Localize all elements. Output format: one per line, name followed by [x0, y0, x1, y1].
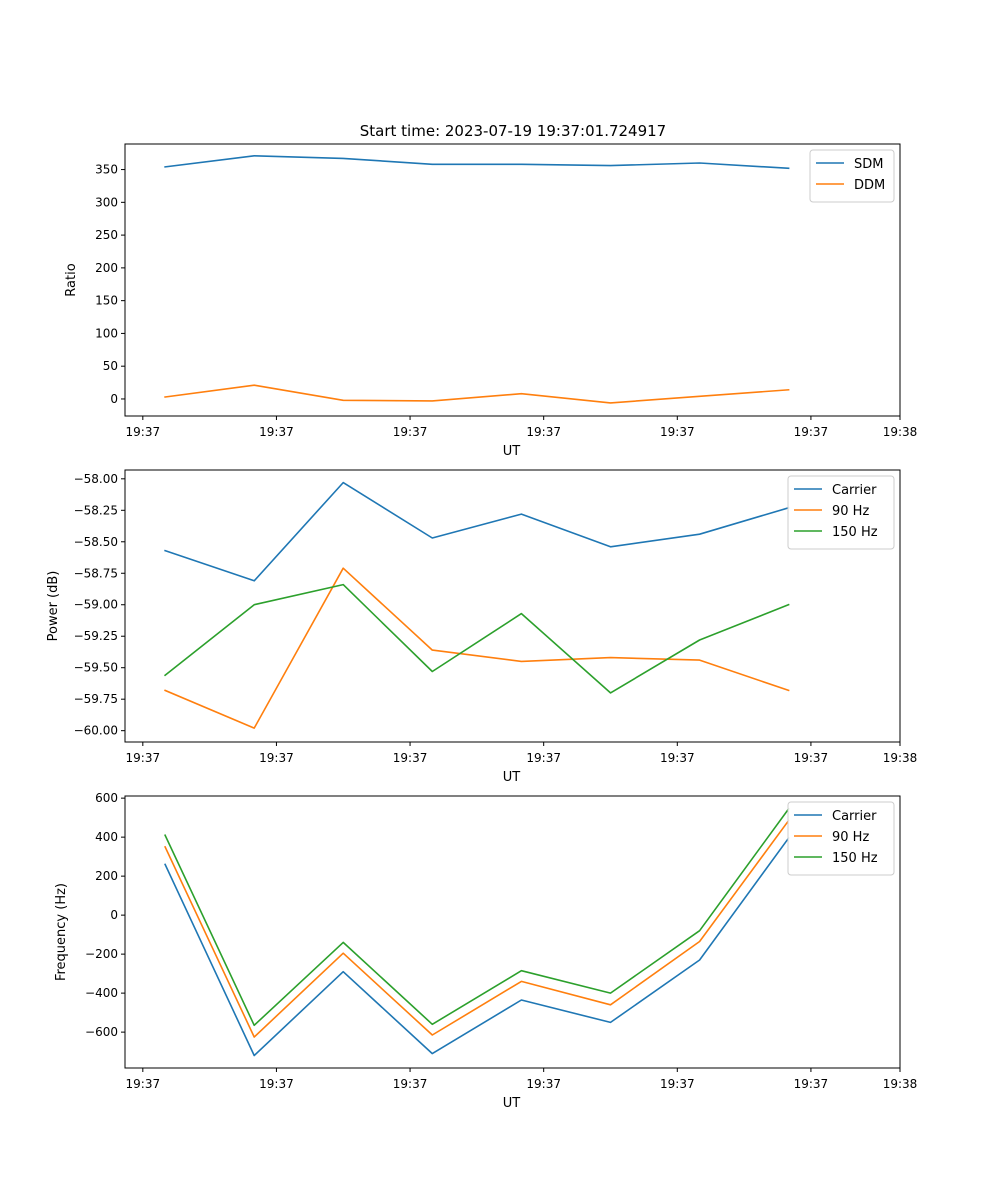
series-line-sdm	[164, 155, 790, 170]
x-tick-label: 19:37	[794, 751, 829, 765]
series-line-ddm	[164, 384, 790, 404]
x-tick-label: 19:37	[526, 425, 561, 439]
legend-label: DDM	[854, 178, 885, 193]
series-line-carrier	[164, 481, 790, 582]
x-axis-label: UT	[503, 1096, 521, 1111]
y-tick-label: −59.25	[74, 629, 118, 643]
series-line-90-hz	[164, 567, 790, 729]
y-axis-label: Ratio	[64, 263, 79, 296]
y-tick-label: 0	[110, 392, 118, 406]
x-tick-label: 19:37	[126, 751, 161, 765]
panels: 19:37 19:37 19:37 19:37 19:37 19:37 19:38 0 50 10…	[46, 143, 918, 1111]
axes-frame	[124, 795, 901, 1069]
y-tick-label: −58.50	[74, 535, 118, 549]
y-tick-label: 0	[110, 908, 118, 922]
x-tick-label: 19:37	[660, 425, 695, 439]
x-tick-label: 19:37	[259, 751, 294, 765]
x-tick-label: 19:37	[126, 425, 161, 439]
x-tick-label: 19:38	[883, 751, 918, 765]
y-tick-label: 100	[95, 326, 118, 340]
y-tick-label: −59.00	[74, 598, 118, 612]
x-tick-label: 19:37	[526, 1077, 561, 1091]
y-tick-label: 200	[95, 261, 118, 275]
x-tick-label: 19:37	[393, 1077, 428, 1091]
axes-frame	[124, 143, 901, 417]
y-tick-label: 350	[95, 163, 118, 177]
legend: Carrier 90 Hz 150 Hz	[787, 475, 895, 550]
x-tick-label: 19:37	[526, 751, 561, 765]
y-tick-label: −59.75	[74, 692, 118, 706]
legend: Carrier 90 Hz 150 Hz	[787, 801, 895, 876]
x-tick-label: 19:37	[660, 1077, 695, 1091]
x-tick-label: 19:37	[393, 751, 428, 765]
legend-label: Carrier	[832, 483, 877, 498]
chart-title: Start time: 2023-07-19 19:37:01.724917	[360, 122, 666, 140]
x-axis-label: UT	[503, 444, 521, 459]
x-tick-label: 19:37	[393, 425, 428, 439]
y-tick-label: −400	[85, 986, 118, 1000]
y-tick-label: 300	[95, 195, 118, 209]
legend-label: Carrier	[832, 809, 877, 824]
legend-label: 90 Hz	[832, 830, 869, 845]
y-tick-label: 400	[95, 830, 118, 844]
axes-frame	[124, 469, 901, 743]
legend-label: SDM	[854, 157, 883, 172]
y-tick-label: −58.00	[74, 472, 118, 486]
x-tick-label: 19:37	[259, 1077, 294, 1091]
x-tick-label: 19:37	[794, 1077, 829, 1091]
y-axis-label: Frequency (Hz)	[54, 883, 69, 981]
x-tick-label: 19:37	[794, 425, 829, 439]
legend-label: 90 Hz	[832, 504, 869, 519]
legend: SDM DDM	[809, 149, 895, 203]
y-tick-label: −60.00	[74, 724, 118, 738]
y-tick-label: 150	[95, 294, 118, 308]
y-tick-label: 200	[95, 869, 118, 883]
panel-3: 19:37 19:37 19:37 19:37 19:37 19:37 19:38 −600 −…	[54, 791, 917, 1111]
panel-2: 19:37 19:37 19:37 19:37 19:37 19:37 19:38 −60.0…	[46, 469, 918, 785]
x-tick-label: 19:37	[259, 425, 294, 439]
y-tick-label: −58.75	[74, 566, 118, 580]
x-tick-label: 19:38	[883, 1077, 918, 1091]
series-line-90-hz	[164, 819, 790, 1038]
series-line-carrier	[164, 836, 790, 1057]
y-tick-label: −200	[85, 947, 118, 961]
x-axis-label: UT	[503, 770, 521, 785]
y-axis-label: Power (dB)	[46, 571, 61, 642]
x-tick-label: 19:37	[660, 751, 695, 765]
panel-1: 19:37 19:37 19:37 19:37 19:37 19:37 19:38 0 50 10…	[64, 143, 918, 459]
y-tick-label: −58.25	[74, 503, 118, 517]
series-line-150-hz	[163, 583, 790, 694]
series-line-150-hz	[164, 807, 790, 1027]
y-tick-label: 600	[95, 791, 118, 805]
y-tick-label: 50	[103, 359, 118, 373]
y-tick-label: −59.50	[74, 661, 118, 675]
y-tick-label: 250	[95, 228, 118, 242]
legend-label: 150 Hz	[832, 525, 878, 540]
x-tick-label: 19:37	[126, 1077, 161, 1091]
x-tick-label: 19:38	[883, 425, 918, 439]
y-tick-label: −600	[85, 1025, 118, 1039]
legend-label: 150 Hz	[832, 851, 878, 866]
